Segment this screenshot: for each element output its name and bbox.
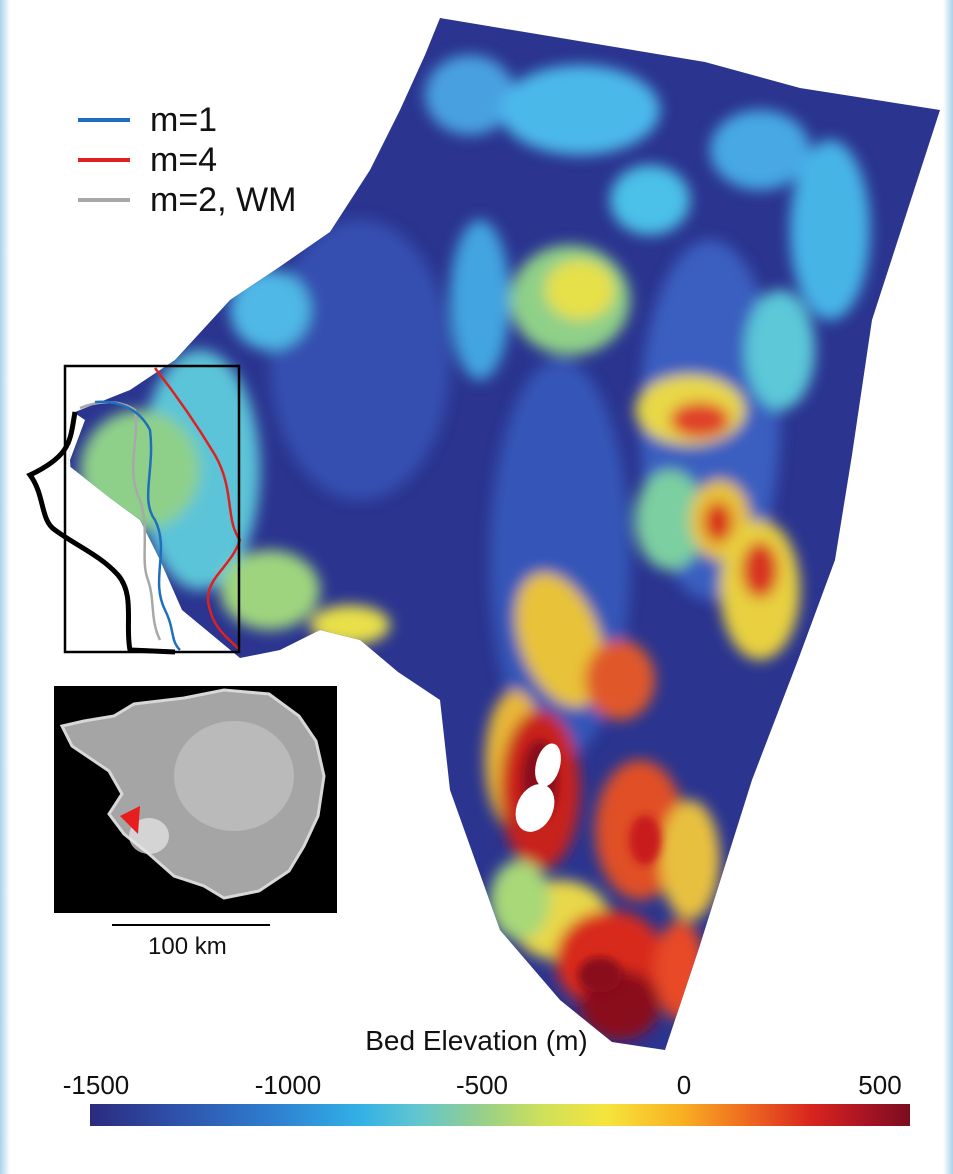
colorbar-tick-1: -1500: [62, 1070, 130, 1100]
study-area-box: [63, 364, 241, 654]
legend-label-m2-wm: m=2, WM: [150, 180, 297, 219]
antarctica-locator-inset: [54, 686, 337, 913]
legend-swatch-m1: [78, 118, 130, 122]
legend-swatch-m2-wm: [78, 198, 130, 202]
east-antarctica-plateau: [174, 721, 294, 831]
colorbar-title: Bed Elevation (m): [365, 1025, 588, 1056]
legend-swatch-m4: [78, 158, 130, 162]
colorbar-tick-2: -1000: [254, 1070, 322, 1100]
contour-m1: [94, 400, 181, 651]
ross-ice-shelf: [129, 818, 169, 854]
right-edge-glow: [943, 0, 953, 1174]
left-edge-glow: [0, 0, 10, 1174]
colorbar-tick-5: 500: [858, 1070, 902, 1100]
legend-item-m2-wm: m=2, WM: [78, 180, 296, 220]
colorbar-tick-3: -500: [455, 1070, 509, 1100]
antarctica-map: [59, 688, 326, 900]
study-region-marker: [120, 806, 140, 834]
scale-bar: [112, 924, 270, 926]
legend-label-m4: m=4: [150, 140, 218, 179]
colorbar: [90, 1104, 910, 1126]
legend-label-m1: m=1: [150, 100, 218, 139]
legend-item-m1: m=1: [78, 100, 296, 140]
legend: m=1 m=4 m=2, WM: [78, 100, 296, 220]
legend-item-m4: m=4: [78, 140, 296, 180]
coastline: [26, 411, 176, 655]
colorbar-tick-4: 0: [676, 1070, 692, 1100]
scale-bar-label: 100 km: [148, 933, 227, 960]
